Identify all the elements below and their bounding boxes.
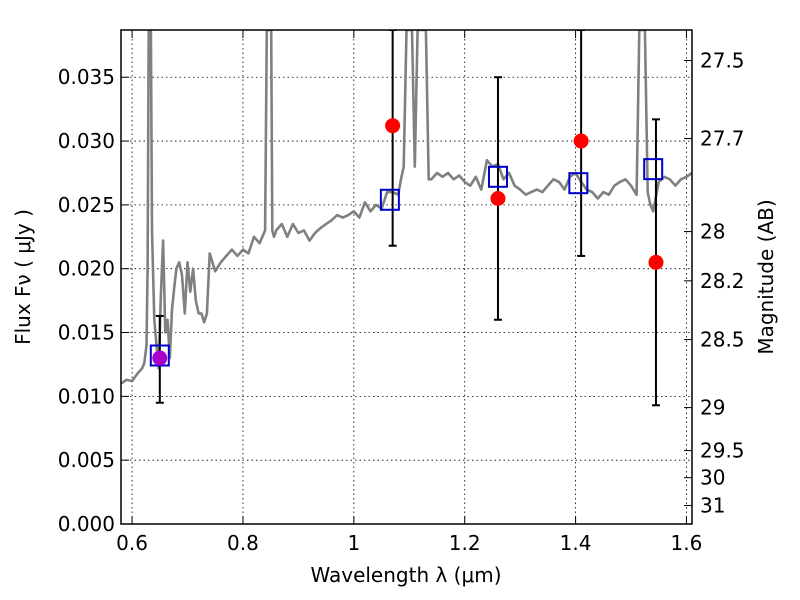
observed-point — [490, 190, 506, 206]
y-tick-label: 0.025 — [58, 193, 115, 217]
observed-point — [385, 118, 401, 134]
y-right-tick-label: 30 — [700, 466, 725, 490]
y-tick-label: 0.015 — [58, 321, 115, 345]
model-band-square — [568, 172, 589, 195]
y-tick-label: 0.035 — [58, 65, 115, 89]
y-tick-label: 0.030 — [58, 129, 115, 153]
y-tick-label: 0.010 — [58, 384, 115, 408]
ticks — [121, 30, 692, 525]
model-band-square — [643, 158, 664, 181]
y-tick-label: 0.020 — [58, 257, 115, 281]
y-tick-label: 0.005 — [58, 448, 115, 472]
data-layer — [121, 30, 692, 407]
spectrum-line — [121, 30, 692, 385]
y-right-tick-label: 28.5 — [700, 328, 745, 352]
grid-lines — [121, 30, 692, 525]
y-right-tick-label: 28 — [700, 220, 725, 244]
observed-point — [648, 254, 664, 270]
y-right-tick-label: 29 — [700, 396, 725, 420]
tick-labels: 0.6 0.8 1 1.2 1.4 1.6 0.000 0.005 0.010 0.015 0.02… — [58, 49, 745, 555]
x-axis-label: Wavelength λ (μm) — [310, 563, 501, 587]
x-tick-label: 0.6 — [116, 531, 148, 555]
y-axis-right-label: Magnitude (AB) — [754, 199, 778, 354]
observed-point — [573, 133, 589, 149]
plot-frame — [120, 29, 693, 525]
x-tick-label: 1.2 — [449, 531, 481, 555]
y-right-tick-label: 27.7 — [700, 127, 745, 151]
x-tick-label: 1 — [347, 531, 360, 555]
y-right-tick-label: 27.5 — [700, 49, 745, 73]
y-axis-label: Flux Fν ( μJy ) — [11, 209, 35, 345]
y-tick-label: 0.000 — [58, 512, 115, 536]
y-right-tick-label: 31 — [700, 493, 725, 517]
y-right-tick-label: 29.5 — [700, 439, 745, 463]
x-tick-label: 1.6 — [671, 531, 703, 555]
observed-point-highlight — [152, 350, 168, 366]
x-tick-label: 1.4 — [560, 531, 592, 555]
model-band-square — [487, 165, 508, 188]
x-tick-label: 0.8 — [227, 531, 259, 555]
y-right-tick-label: 28.2 — [700, 269, 745, 293]
model-band-square — [379, 188, 400, 211]
